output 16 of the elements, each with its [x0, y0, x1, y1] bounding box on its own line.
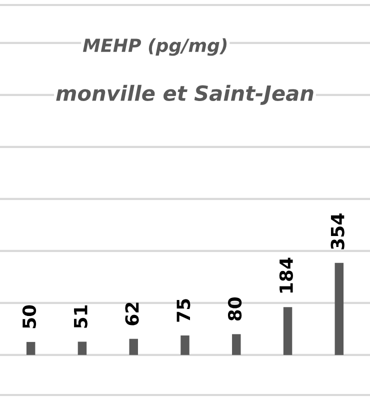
data-label: 80 — [228, 297, 242, 321]
bar — [129, 338, 138, 355]
data-label: 75 — [176, 299, 190, 322]
bar — [180, 335, 190, 355]
bar — [283, 307, 292, 355]
data-label: 184 — [279, 258, 294, 293]
bar — [334, 262, 344, 355]
bar — [232, 334, 241, 355]
data-label: 51 — [74, 305, 88, 328]
data-label: 62 — [125, 302, 139, 326]
data-label: 354 — [330, 214, 344, 250]
text: MEHP (pg/mg) — [82, 38, 227, 56]
text: monville et Saint-Jean — [56, 84, 314, 105]
data-label: 50 — [22, 305, 36, 328]
bar — [26, 342, 36, 355]
bar — [78, 342, 87, 355]
